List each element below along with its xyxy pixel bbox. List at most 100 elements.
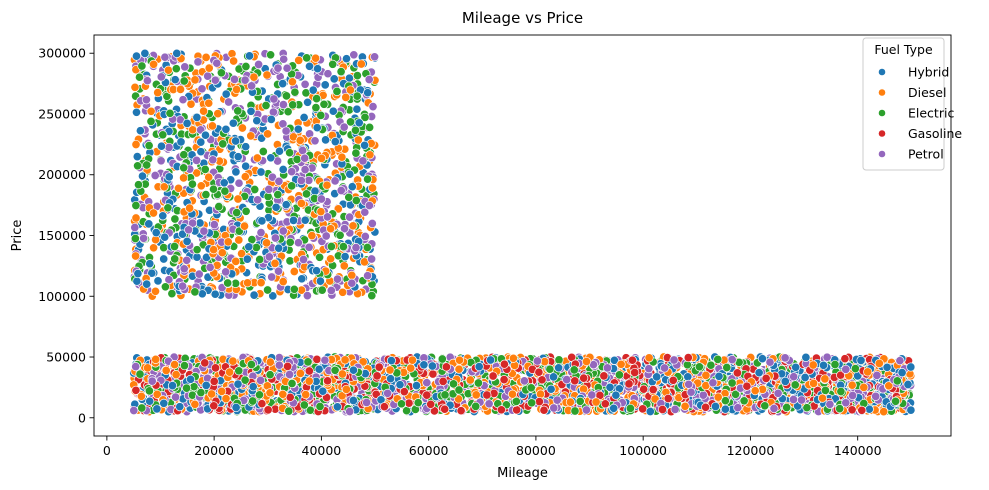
data-point-diesel [817,393,828,403]
data-point-diesel [228,356,238,366]
data-point-hybrid [605,382,615,392]
data-point-diesel [217,386,227,396]
data-point-gasoline [600,399,610,409]
data-point-electric [289,284,299,294]
data-point-electric [292,154,302,164]
data-point-electric [179,76,189,86]
data-point-diesel [591,397,601,407]
data-point-hybrid [192,112,202,122]
data-point-hybrid [242,254,252,264]
data-point-hybrid [314,364,324,374]
data-point-diesel [304,376,314,386]
data-point-electric [367,291,377,301]
data-point-electric [285,148,295,158]
data-point-hybrid [145,259,155,269]
data-point-diesel [301,390,311,400]
data-point-diesel [326,224,336,234]
data-point-gasoline [428,369,438,379]
data-point-petrol [362,397,372,408]
data-point-hybrid [347,182,357,192]
data-point-gasoline [210,363,221,373]
data-point-petrol [267,272,277,282]
data-point-diesel [150,286,161,296]
data-point-gasoline [630,367,640,378]
data-point-hybrid [153,276,163,286]
data-point-hybrid [411,381,422,391]
data-point-electric [706,360,716,370]
data-point-petrol [367,218,377,229]
data-point-electric [170,214,180,224]
data-point-hybrid [221,124,231,134]
data-point-electric [473,378,483,388]
data-point-diesel [367,183,378,193]
data-point-diesel [311,53,321,63]
data-point-diesel [347,270,357,280]
data-point-electric [316,110,326,120]
data-point-diesel [149,59,159,69]
data-point-electric [575,396,585,406]
data-point-diesel [217,248,227,258]
data-point-petrol [358,156,368,166]
data-point-diesel [750,386,760,396]
data-point-electric [171,64,181,74]
data-point-electric [223,278,233,288]
data-point-electric [614,370,624,380]
data-point-hybrid [313,64,323,74]
data-point-diesel [185,203,195,213]
data-point-electric [179,361,190,371]
data-point-diesel [340,355,350,365]
data-point-electric [694,362,704,372]
data-point-diesel [225,367,235,377]
data-point-petrol [264,184,274,194]
data-point-petrol [670,404,680,414]
data-point-electric [625,403,635,413]
data-point-petrol [848,390,858,401]
data-point-gasoline [570,376,580,386]
data-point-hybrid [152,404,162,414]
data-point-petrol [669,355,679,365]
data-point-hybrid [231,402,241,413]
data-point-electric [159,243,169,253]
data-point-hybrid [281,200,291,210]
data-point-diesel [356,59,366,69]
data-point-petrol [224,97,234,107]
data-point-electric [820,385,830,395]
data-point-petrol [370,52,380,62]
data-point-diesel [820,374,830,384]
chart-title: Mileage vs Price [462,9,583,27]
data-point-hybrid [137,171,148,181]
data-point-hybrid [311,266,322,276]
data-point-diesel [201,52,211,62]
data-point-gasoline [372,371,382,381]
data-point-electric [790,380,800,390]
data-point-petrol [208,155,218,165]
data-point-hybrid [546,384,556,394]
data-point-electric [192,245,202,255]
data-point-electric [352,71,362,81]
data-point-hybrid [186,374,196,384]
data-point-diesel [338,287,348,297]
data-point-gasoline [732,368,742,378]
data-point-hybrid [352,104,362,114]
data-point-petrol [351,243,361,253]
data-point-electric [190,287,200,297]
data-point-diesel [680,401,690,411]
data-point-diesel [171,370,181,380]
data-point-electric [179,163,189,173]
data-point-hybrid [548,372,559,382]
data-point-electric [281,91,292,101]
data-point-hybrid [200,130,211,140]
data-point-hybrid [135,126,145,136]
data-point-gasoline [304,366,314,376]
data-point-petrol [209,220,219,230]
data-point-diesel [204,98,214,108]
data-point-gasoline [131,385,141,395]
data-point-electric [360,112,370,122]
data-point-diesel [581,356,592,367]
data-point-gasoline [742,381,752,391]
data-point-electric [835,404,845,414]
data-point-gasoline [627,355,637,365]
data-point-electric [344,192,354,202]
data-point-gasoline [404,398,414,408]
data-point-petrol [368,102,378,112]
